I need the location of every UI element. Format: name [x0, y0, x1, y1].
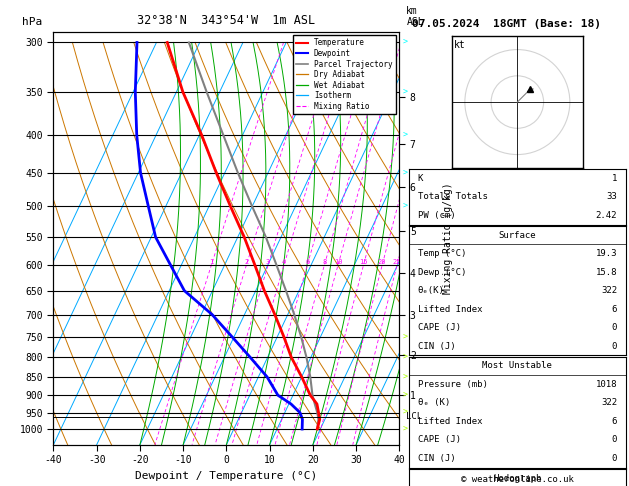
- Text: 15.8: 15.8: [596, 268, 617, 277]
- Text: Most Unstable: Most Unstable: [482, 362, 552, 370]
- Text: Hodograph: Hodograph: [493, 474, 542, 483]
- Text: 3: 3: [266, 259, 270, 265]
- Text: © weatheronline.co.uk: © weatheronline.co.uk: [461, 474, 574, 484]
- Text: 32°38'N  343°54'W  1m ASL: 32°38'N 343°54'W 1m ASL: [137, 14, 316, 27]
- Text: 20: 20: [378, 259, 386, 265]
- Text: 0: 0: [612, 323, 617, 332]
- Text: LCL: LCL: [406, 412, 423, 421]
- Text: km
ASL: km ASL: [406, 6, 424, 27]
- Text: >: >: [403, 391, 408, 399]
- Text: CIN (J): CIN (J): [418, 454, 455, 463]
- Text: Temp (°C): Temp (°C): [418, 249, 466, 258]
- Text: θₑ(K): θₑ(K): [418, 286, 445, 295]
- Text: K: K: [418, 174, 423, 183]
- Text: 1: 1: [612, 174, 617, 183]
- Text: 19.3: 19.3: [596, 249, 617, 258]
- Text: 10: 10: [334, 259, 342, 265]
- Text: Lifted Index: Lifted Index: [418, 305, 482, 313]
- Text: θₑ (K): θₑ (K): [418, 399, 450, 407]
- Text: 0: 0: [612, 435, 617, 444]
- Text: CAPE (J): CAPE (J): [418, 323, 460, 332]
- Text: 8: 8: [322, 259, 326, 265]
- Text: 2: 2: [244, 259, 248, 265]
- Text: 2.42: 2.42: [596, 211, 617, 220]
- Text: Dewp (°C): Dewp (°C): [418, 268, 466, 277]
- Text: Lifted Index: Lifted Index: [418, 417, 482, 426]
- Text: Mixing Ratio (g/kg): Mixing Ratio (g/kg): [443, 182, 453, 294]
- Text: >: >: [403, 168, 408, 177]
- X-axis label: Dewpoint / Temperature (°C): Dewpoint / Temperature (°C): [135, 470, 318, 481]
- Text: hPa: hPa: [23, 17, 43, 27]
- Text: PW (cm): PW (cm): [418, 211, 455, 220]
- Text: 322: 322: [601, 399, 617, 407]
- Text: >: >: [403, 87, 408, 96]
- Text: 0: 0: [612, 342, 617, 350]
- Text: 6: 6: [612, 417, 617, 426]
- Text: 07.05.2024  18GMT (Base: 18): 07.05.2024 18GMT (Base: 18): [412, 19, 601, 29]
- Text: >: >: [403, 372, 408, 382]
- Text: 6: 6: [305, 259, 309, 265]
- Text: Totals Totals: Totals Totals: [418, 192, 487, 201]
- Text: 33: 33: [606, 192, 617, 201]
- Text: >: >: [403, 130, 408, 139]
- Text: 25: 25: [392, 259, 401, 265]
- Text: >: >: [403, 38, 408, 47]
- Text: 1: 1: [209, 259, 213, 265]
- Text: 6: 6: [612, 305, 617, 313]
- Text: >: >: [403, 408, 408, 417]
- Text: >: >: [403, 332, 408, 341]
- Text: >: >: [403, 425, 408, 434]
- Text: 1018: 1018: [596, 380, 617, 389]
- Text: Pressure (mb): Pressure (mb): [418, 380, 487, 389]
- Text: CIN (J): CIN (J): [418, 342, 455, 350]
- Text: >: >: [403, 353, 408, 362]
- Text: Surface: Surface: [499, 231, 536, 240]
- Text: 0: 0: [612, 454, 617, 463]
- Text: 4: 4: [282, 259, 286, 265]
- Legend: Temperature, Dewpoint, Parcel Trajectory, Dry Adiabat, Wet Adiabat, Isotherm, Mi: Temperature, Dewpoint, Parcel Trajectory…: [293, 35, 396, 114]
- Text: 322: 322: [601, 286, 617, 295]
- Text: 15: 15: [359, 259, 368, 265]
- Text: kt: kt: [454, 40, 466, 51]
- Text: >: >: [403, 202, 408, 211]
- Text: CAPE (J): CAPE (J): [418, 435, 460, 444]
